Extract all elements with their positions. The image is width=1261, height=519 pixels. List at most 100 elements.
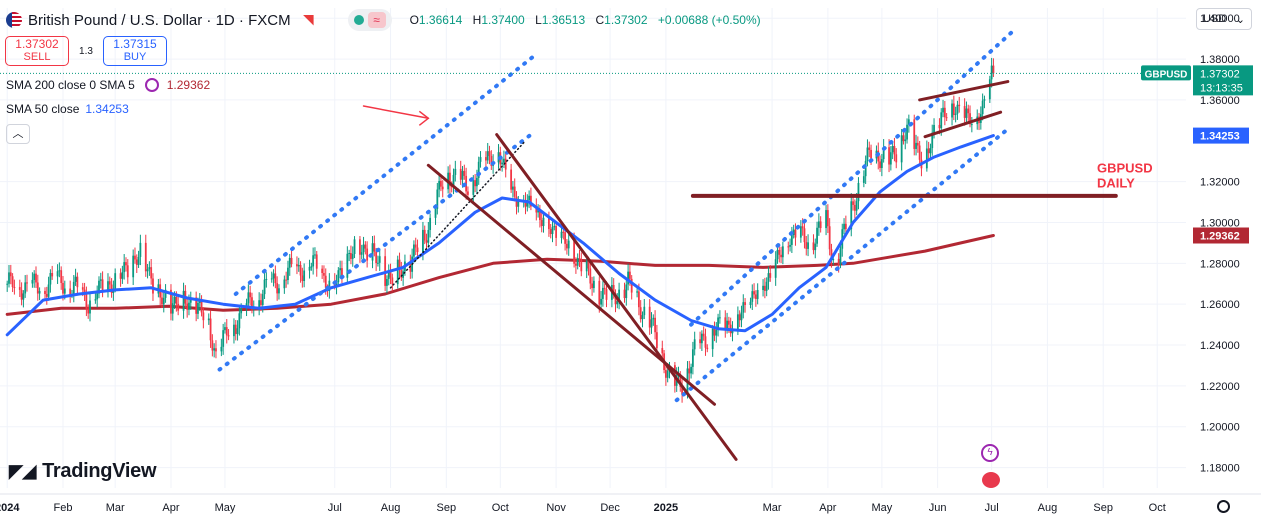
time-tick-label: 2025 <box>654 502 678 514</box>
candle-body <box>74 276 77 282</box>
candle-body <box>925 148 928 169</box>
candle-body <box>537 210 540 213</box>
candle-body <box>391 277 394 285</box>
last-price-label: 1.37302 <box>1200 68 1240 80</box>
sma50-tag-label: 1.34253 <box>1200 131 1240 143</box>
candle-body <box>38 290 41 294</box>
candle-body <box>72 281 75 295</box>
candle-body <box>36 282 39 294</box>
candle-body <box>888 147 890 165</box>
candle-body <box>551 227 554 235</box>
candle-body <box>891 146 894 153</box>
candle-body <box>740 312 743 321</box>
candle-body <box>452 174 455 187</box>
candle-body <box>459 168 462 180</box>
candle-body <box>826 210 829 227</box>
currency-selector[interactable]: USD ⌄ <box>1196 8 1252 30</box>
candle-body <box>963 106 966 118</box>
price-tick-label: 1.32000 <box>1200 177 1240 189</box>
ohlc-change: +0.00688 (+0.50%) <box>657 13 761 27</box>
candle-body <box>510 169 513 190</box>
candle-body <box>576 258 579 266</box>
candle-body <box>463 170 466 176</box>
candle-body <box>652 317 655 320</box>
candle-body <box>315 254 318 269</box>
candle-body <box>197 302 199 314</box>
candle-body <box>207 318 210 321</box>
candle-body <box>472 180 475 195</box>
sell-button[interactable]: 1.37302 SELL <box>5 36 69 66</box>
candle-body <box>186 303 189 310</box>
chart-header: British Pound / U.S. Dollar · 1D · FXCM … <box>6 9 768 31</box>
candle-body <box>992 65 995 74</box>
sma200-tag <box>1193 227 1249 244</box>
candle-body <box>580 259 583 272</box>
candle-body <box>600 298 602 305</box>
candle-body <box>351 253 354 259</box>
trade-panel: 1.37302 SELL 1.3 1.37315 BUY <box>5 36 167 66</box>
candle-body <box>592 280 595 289</box>
candle-body <box>852 201 854 205</box>
candle-body <box>555 225 558 238</box>
candle-body <box>819 221 822 229</box>
candle-body <box>789 244 791 247</box>
time-tick-label: 2024 <box>0 502 20 514</box>
buy-button[interactable]: 1.37315 BUY <box>103 36 167 66</box>
candle-body <box>627 271 629 285</box>
candle-body <box>170 289 172 314</box>
candle-body <box>530 195 532 207</box>
candle-body <box>303 270 306 281</box>
candle-body <box>693 339 696 350</box>
candle-body <box>198 301 201 303</box>
candle-body <box>967 108 970 114</box>
gear-icon[interactable] <box>1217 500 1230 513</box>
candle-body <box>988 79 991 100</box>
candle-body <box>567 240 570 249</box>
candle-body <box>414 244 417 248</box>
candle-body <box>134 255 136 260</box>
candle-body <box>359 239 361 255</box>
candle-body <box>413 244 415 257</box>
down-channel-line <box>426 163 716 406</box>
lightning-icon[interactable]: ϟ <box>981 444 999 462</box>
symbol-tag-label: GBPUSD <box>1145 69 1188 80</box>
candle-body <box>711 328 714 350</box>
candle-body <box>425 240 428 243</box>
candle-body <box>98 280 100 294</box>
candle-body <box>704 336 707 348</box>
alert-icon[interactable] <box>302 14 314 26</box>
indicator-settings-icon[interactable] <box>144 78 159 92</box>
candle-body <box>110 284 113 293</box>
candle-body <box>69 288 72 295</box>
candle-body <box>177 303 180 311</box>
candle-body <box>422 229 424 253</box>
events-flag-icon[interactable] <box>980 470 1002 490</box>
candle-body <box>933 124 935 133</box>
candle-body <box>853 204 856 211</box>
candle-body <box>690 366 692 374</box>
indicator-sma200[interactable]: SMA 200 close 0 SMA 5 1.29362 <box>6 78 211 92</box>
time-tick-label: Jun <box>929 502 947 514</box>
candle-body <box>474 180 477 187</box>
candle-body <box>26 282 28 284</box>
time-tick-label: Nov <box>546 502 566 514</box>
candle-body <box>278 288 280 294</box>
candle-body <box>188 302 190 310</box>
candle-body <box>114 273 117 289</box>
price-tick-label: 1.38000 <box>1200 54 1240 66</box>
indicator-sma50[interactable]: SMA 50 close 1.34253 <box>6 102 129 116</box>
symbol-title[interactable]: British Pound / U.S. Dollar · 1D · FXCM <box>28 11 291 29</box>
candle-body <box>794 229 797 238</box>
chevron-up-icon[interactable]: ︿ <box>6 124 30 144</box>
candle-body <box>915 142 917 149</box>
candle-body <box>175 296 178 304</box>
candle-body <box>637 291 640 308</box>
candle-body <box>258 300 261 309</box>
candle-body <box>718 317 721 319</box>
candle-body <box>215 348 217 352</box>
candle-body <box>162 297 165 305</box>
status-pill[interactable]: ≈ <box>347 9 392 31</box>
candle-body <box>801 226 804 229</box>
